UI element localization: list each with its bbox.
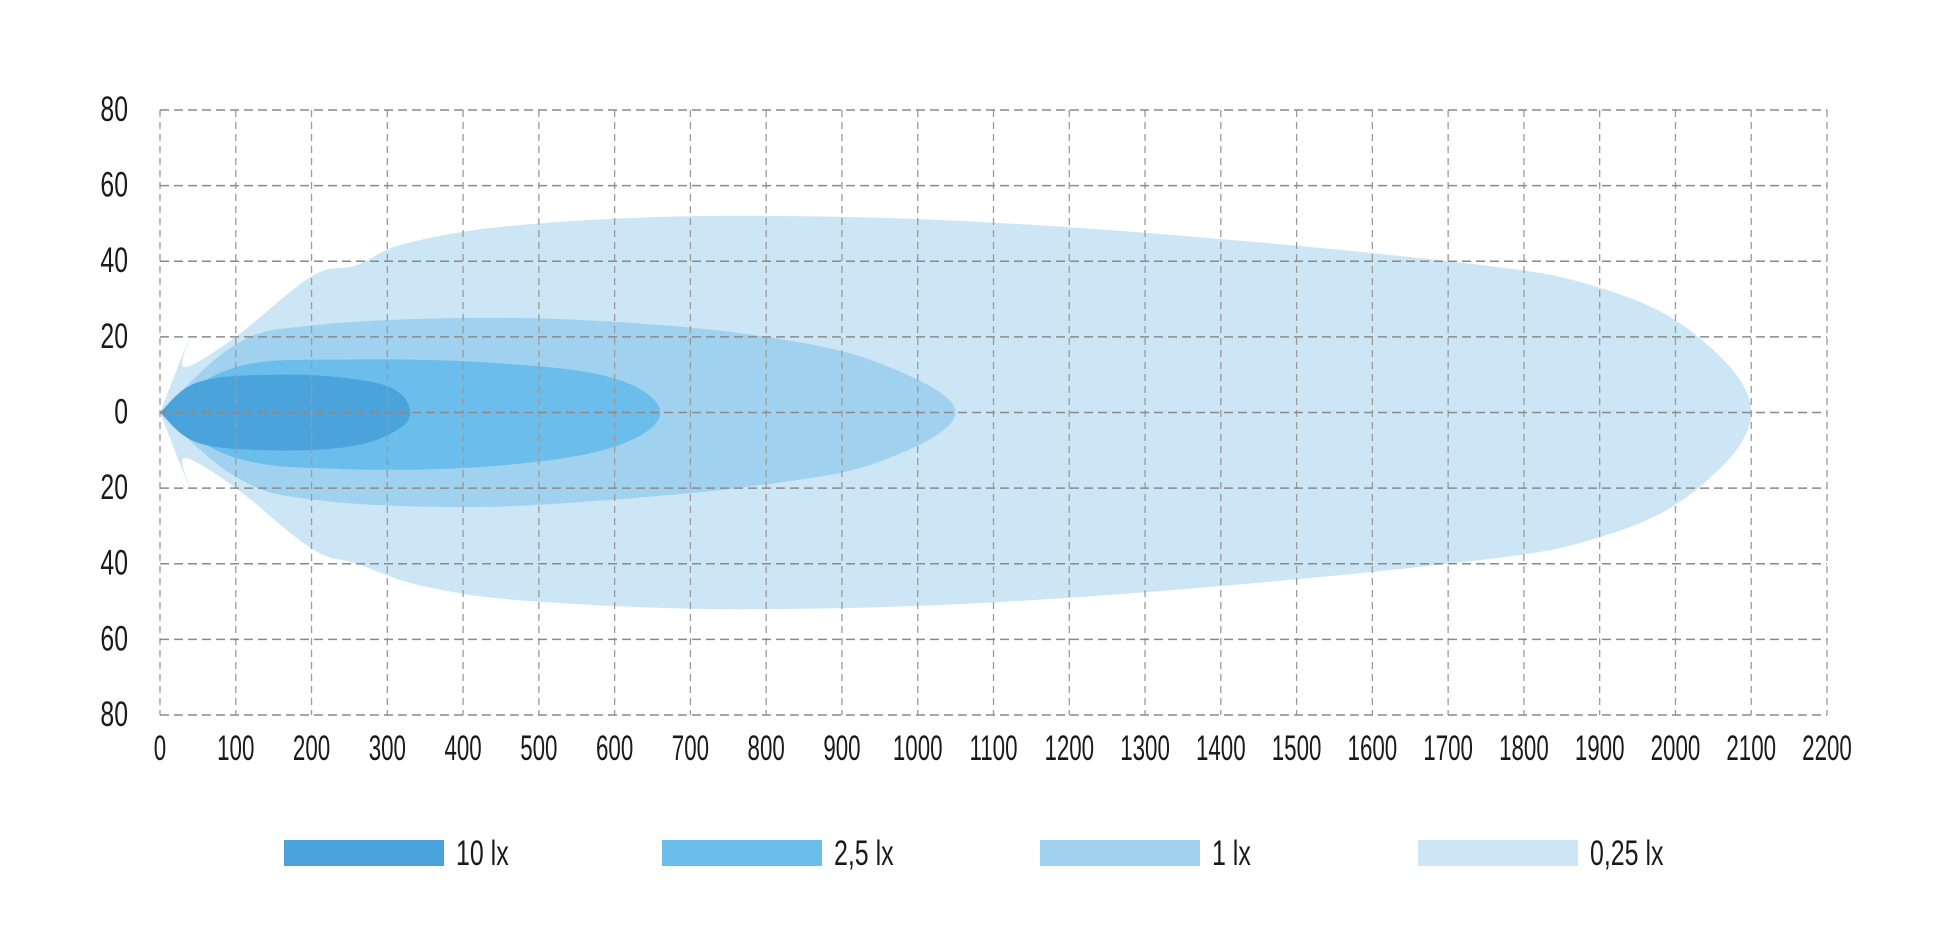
y-tick-label: 20 (100, 467, 128, 508)
x-tick-label: 1100 (970, 729, 1018, 769)
legend-swatch (284, 840, 444, 866)
legend-swatch (1040, 840, 1200, 866)
y-tick-label: 0 (114, 391, 128, 432)
x-tick-label: 900 (823, 729, 860, 769)
x-tick-label: 300 (369, 729, 406, 769)
x-tick-label: 2100 (1726, 729, 1776, 769)
x-tick-label: 1900 (1575, 729, 1625, 769)
x-tick-label: 1500 (1272, 729, 1322, 769)
lux-area-3 (160, 374, 411, 451)
legend-swatch (662, 840, 822, 866)
legend-item: 1 lx (1040, 834, 1251, 873)
x-tick-label: 1400 (1196, 729, 1246, 769)
y-tick-label: 60 (100, 618, 128, 659)
y-tick-label: 20 (100, 315, 128, 356)
x-tick-label: 100 (217, 729, 254, 769)
x-tick-label: 1000 (893, 729, 943, 769)
legend-label: 10 lx (456, 834, 509, 873)
x-tick-label: 1200 (1044, 729, 1094, 769)
x-tick-label: 700 (672, 729, 709, 769)
x-axis-ticks: 0 100 200 300 400 500 600 700 800 900 1000 1100 1200… (154, 729, 1852, 769)
x-tick-label: 0 (154, 729, 166, 769)
legend-label: 0,25 lx (1590, 834, 1664, 873)
grid (159, 109, 1828, 716)
legend-label: 2,5 lx (834, 834, 894, 873)
x-tick-label: 200 (293, 729, 330, 769)
x-tick-label: 800 (748, 729, 785, 769)
x-tick-label: 2200 (1802, 729, 1852, 769)
legend-item: 10 lx (284, 834, 509, 873)
y-axis-ticks: 80 60 40 20 0 20 40 60 80 (100, 88, 128, 734)
lux-areas (160, 215, 1752, 610)
x-tick-label: 500 (520, 729, 557, 769)
x-tick-label: 1700 (1423, 729, 1473, 769)
legend-item: 0,25 lx (1418, 834, 1664, 873)
x-tick-label: 1800 (1499, 729, 1549, 769)
legend: 10 lx 2,5 lx 1 lx 0,25 lx (284, 834, 1664, 873)
y-tick-label: 40 (100, 240, 128, 281)
y-tick-label: 80 (100, 693, 128, 734)
y-tick-label: 80 (100, 88, 128, 129)
x-tick-label: 400 (444, 729, 481, 769)
x-tick-label: 1600 (1348, 729, 1398, 769)
y-tick-label: 60 (100, 164, 128, 205)
legend-label: 1 lx (1212, 834, 1251, 873)
x-tick-label: 600 (596, 729, 633, 769)
y-tick-label: 40 (100, 542, 128, 583)
legend-item: 2,5 lx (662, 834, 894, 873)
x-tick-label: 2000 (1651, 729, 1701, 769)
legend-swatch (1418, 840, 1578, 866)
x-tick-label: 1300 (1120, 729, 1170, 769)
